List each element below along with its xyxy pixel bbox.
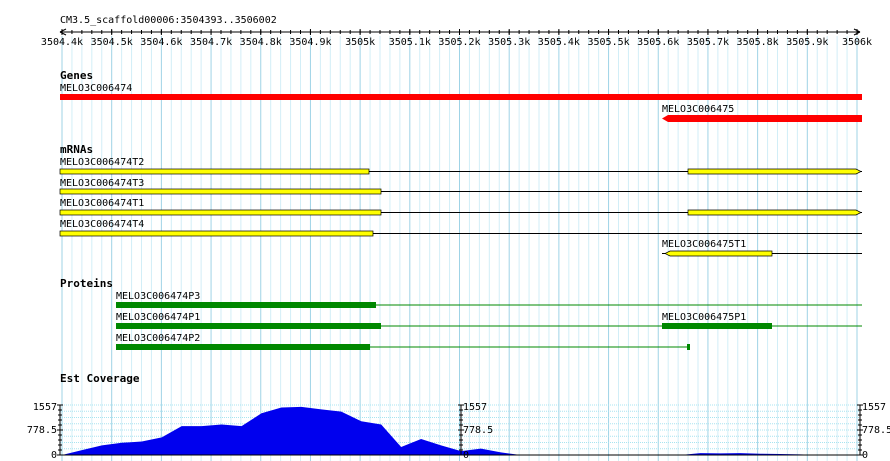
- protein-bars: [116, 302, 772, 350]
- track-title: mRNAs: [60, 143, 93, 156]
- ruler-label: 3504.9k: [289, 37, 331, 48]
- ruler-label: 3505.7k: [687, 37, 729, 48]
- feature-label: MELO3C006474T1: [60, 198, 144, 209]
- ruler-label: 3505k: [345, 37, 375, 48]
- ruler-label: 3505.1k: [389, 37, 431, 48]
- track-title: Genes: [60, 69, 93, 82]
- feature-label: MELO3C006474T4: [60, 219, 144, 230]
- feature-label: MELO3C006474: [60, 83, 132, 94]
- track-title: Est Coverage: [60, 372, 140, 385]
- axis-label: 1557: [463, 402, 487, 413]
- axis-label: 1557: [33, 402, 57, 413]
- feature-label: MELO3C006475P1: [662, 312, 746, 323]
- grid: [61, 36, 858, 461]
- gene-bar: [60, 94, 862, 100]
- track-title: Proteins: [60, 277, 113, 290]
- ruler-label: 3505.8k: [737, 37, 779, 48]
- feature-label: MELO3C006474P1: [116, 312, 200, 323]
- feature-label: MELO3C006474T2: [60, 157, 144, 168]
- axis-label: 778.5: [862, 425, 890, 436]
- ruler-label: 3504.8k: [240, 37, 282, 48]
- ruler-label: 3504.5k: [91, 37, 133, 48]
- axis-label: 1557: [862, 402, 886, 413]
- mrna-exons: [59, 168, 862, 257]
- ruler-label: 3505.5k: [587, 37, 629, 48]
- feature-label: MELO3C006474P3: [116, 291, 200, 302]
- ruler-label: 3505.2k: [438, 37, 480, 48]
- axis-label: 778.5: [463, 425, 493, 436]
- ruler-label: 3504.4k: [41, 37, 83, 48]
- ruler-label: 3504.7k: [190, 37, 232, 48]
- feature-label: MELO3C006474P2: [116, 333, 200, 344]
- ruler-label: 3504.6k: [140, 37, 182, 48]
- ruler-label: 3506k: [842, 37, 872, 48]
- feature-label: MELO3C006475T1: [662, 239, 746, 250]
- coverage-area: [62, 406, 860, 455]
- ruler-label: 3505.9k: [786, 37, 828, 48]
- ruler: 3504.4k 3504.5k 3504.6k 3504.7k 3504.8k 3504.…: [41, 28, 872, 48]
- ruler-label: 3505.6k: [637, 37, 679, 48]
- axis-label: 0: [862, 450, 868, 461]
- gene-bar: [662, 115, 862, 122]
- ruler-label: 3505.4k: [538, 37, 580, 48]
- axis-label: 778.5: [27, 425, 57, 436]
- feature-label: MELO3C006474T3: [60, 178, 144, 189]
- region-title: CM3.5_scaffold00006:3504393..3506002: [60, 15, 277, 26]
- feature-label: MELO3C006475: [662, 104, 734, 115]
- ruler-label: 3505.3k: [488, 37, 530, 48]
- axis-label: 0: [51, 450, 57, 461]
